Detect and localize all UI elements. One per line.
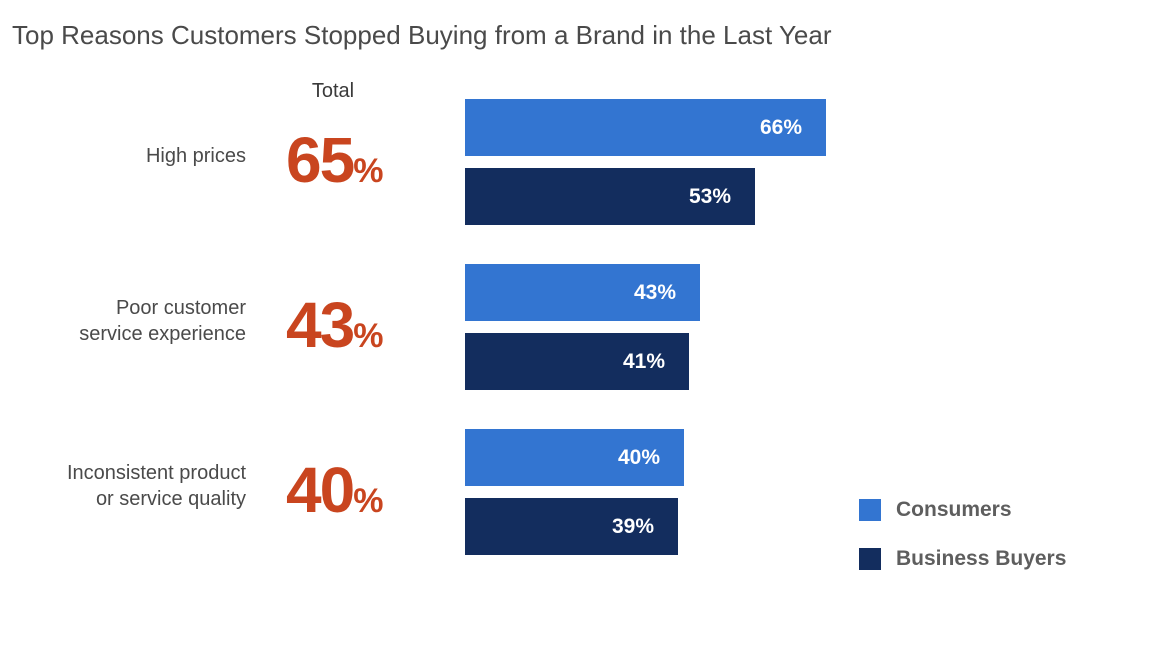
category-label-line: Inconsistent product [67,462,246,484]
legend-label: Business Buyers [896,547,1067,570]
category-label-line: or service quality [95,488,246,510]
legend-swatch [859,548,881,570]
category-label-line: service experience [79,323,246,345]
total-value-number: 43 [286,289,355,361]
bar-consumers: 66% [465,99,826,156]
bar-business-buyers: 53% [465,168,755,225]
total-value-percent-sign: % [353,317,384,355]
bar-value-label: 66% [759,115,802,139]
total-value: 65% [286,128,416,192]
total-value-number: 40 [286,454,355,526]
category-label: Poor customer service experience [10,295,246,347]
total-value-number: 65 [286,124,355,196]
bar-value-label: 53% [688,184,731,208]
bar-value-label: 40% [617,445,660,469]
category-label: High prices [10,143,246,169]
total-value: 43% [286,293,416,357]
total-value: 40% [286,458,416,522]
bar-value-label: 39% [611,514,654,538]
total-value-percent-sign: % [353,482,384,520]
bar-business-buyers: 41% [465,333,689,390]
category-label-line: High prices [145,145,246,167]
bar-consumers: 40% [465,429,684,486]
bar-consumers: 43% [465,264,700,321]
legend-swatch [859,499,881,521]
chart-title: Top Reasons Customers Stopped Buying fro… [12,20,832,50]
total-column-header: Total [311,80,355,102]
bar-value-label: 43% [633,280,676,304]
category-label: Inconsistent product or service quality [10,460,246,512]
bar-business-buyers: 39% [465,498,678,555]
legend-label: Consumers [896,498,1012,521]
bar-value-label: 41% [622,349,665,373]
category-label-line: Poor customer [115,297,246,319]
total-value-percent-sign: % [353,152,384,190]
